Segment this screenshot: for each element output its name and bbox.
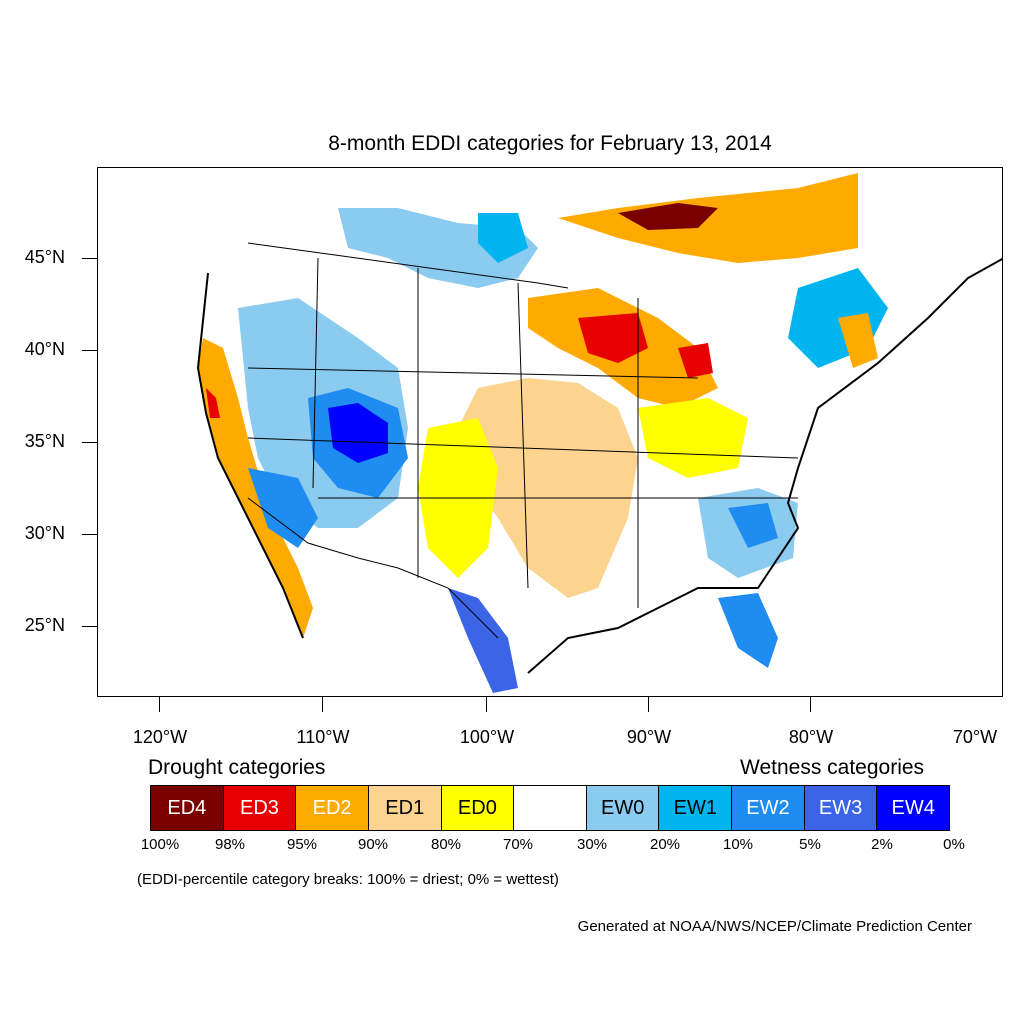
lat-tick	[82, 350, 97, 351]
legend-cell-ed0: ED0	[441, 786, 515, 830]
pct-break: 70%	[502, 836, 534, 853]
legend-cell-ed1: ED1	[368, 786, 442, 830]
region-montana-ew1	[478, 213, 528, 263]
region-colorado-ew4	[328, 403, 388, 463]
map-canvas	[196, 168, 1002, 693]
wetness-heading: Wetness categories	[740, 756, 925, 779]
lon-tick	[486, 697, 487, 712]
legend-cell-ed2: ED2	[296, 786, 369, 830]
region-ohio-valley-ed0	[638, 398, 748, 478]
lat-label-30: 30°N	[24, 523, 65, 543]
border-us-canada	[247, 242, 569, 289]
drought-heading: Drought categories	[148, 756, 326, 779]
pct-break: 5%	[799, 836, 821, 853]
lon-label-90: 90°W	[626, 727, 672, 747]
legend-label: ED1	[385, 796, 425, 819]
pct-break: 20%	[649, 836, 681, 853]
lon-label-100: 100°W	[459, 727, 515, 747]
legend-label: ED4	[167, 796, 207, 819]
lon-tick	[159, 697, 160, 712]
lat-label-35: 35°N	[24, 431, 65, 451]
legend-label: EW3	[818, 796, 863, 819]
lat-tick	[82, 626, 97, 627]
credit-line: Generated at NOAA/NWS/NCEP/Climate Predi…	[577, 918, 972, 935]
legend-label: ED0	[457, 796, 497, 819]
pct-break: 30%	[576, 836, 608, 853]
lon-tick	[810, 697, 811, 712]
legend-label: EW2	[746, 796, 790, 819]
eddi-map	[97, 167, 1003, 697]
map-title: 8-month EDDI categories for February 13,…	[328, 132, 772, 155]
legend-label: EW0	[600, 796, 645, 819]
coastline	[196, 257, 1002, 674]
lat-label-40: 40°N	[24, 339, 65, 359]
boundary-lines	[247, 242, 799, 639]
pct-break: 100%	[140, 836, 180, 853]
legend-label: EW4	[891, 796, 935, 819]
pct-break: 98%	[214, 836, 246, 853]
region-texas-coast-wet	[448, 588, 518, 693]
lon-label-120: 120°W	[132, 727, 188, 747]
region-california-ed3	[206, 388, 220, 418]
lat-tick	[82, 258, 97, 259]
region-new-england-ed2	[838, 313, 878, 368]
legend-label: ED2	[312, 796, 352, 819]
lat-label-45: 45°N	[24, 247, 65, 267]
lon-tick	[322, 697, 323, 712]
region-central-plains-ed1	[458, 378, 638, 598]
pct-break: 95%	[286, 836, 318, 853]
border-us-mexico	[247, 497, 499, 639]
legend-label: EW1	[673, 796, 717, 819]
category-legend: ED4 ED3 ED2 ED1 ED0 EW0 EW1 EW2 EW3 EW4	[150, 785, 950, 831]
legend-cell-ew0: EW0	[586, 786, 660, 830]
lon-tick	[648, 697, 649, 712]
legend-cell-ew4: EW4	[877, 786, 950, 830]
state-line-5	[247, 367, 699, 379]
pct-break: 10%	[722, 836, 754, 853]
lat-label-25: 25°N	[24, 615, 65, 635]
lat-tick	[82, 442, 97, 443]
pct-break: 2%	[871, 836, 893, 853]
category-note: (EDDI-percentile category breaks: 100% =…	[137, 871, 559, 888]
pct-break: 90%	[357, 836, 389, 853]
region-southwest-ew2	[248, 468, 318, 548]
region-florida-wet	[718, 593, 778, 668]
region-canada-ed4	[618, 203, 718, 230]
region-michigan-ed3	[678, 343, 713, 378]
state-line-1	[312, 257, 319, 489]
pct-break: 0%	[943, 836, 965, 853]
lat-tick	[82, 534, 97, 535]
region-wisconsin-ed3	[578, 313, 648, 363]
state-line-6	[247, 437, 799, 459]
legend-cell-ew3: EW3	[804, 786, 878, 830]
pct-break: 80%	[430, 836, 462, 853]
legend-cell-normal	[514, 786, 587, 830]
region-southeast-ew2	[728, 503, 778, 548]
legend-cell-ew2: EW2	[732, 786, 805, 830]
lon-label-80: 80°W	[788, 727, 834, 747]
legend-cell-ed3: ED3	[223, 786, 297, 830]
lon-label-110: 110°W	[296, 727, 350, 747]
lon-label-70: 70°W	[952, 727, 998, 747]
legend-label: ED3	[240, 796, 279, 819]
state-line-3	[517, 282, 529, 589]
legend-cell-ew1: EW1	[659, 786, 733, 830]
legend-cell-ed4: ED4	[151, 786, 224, 830]
